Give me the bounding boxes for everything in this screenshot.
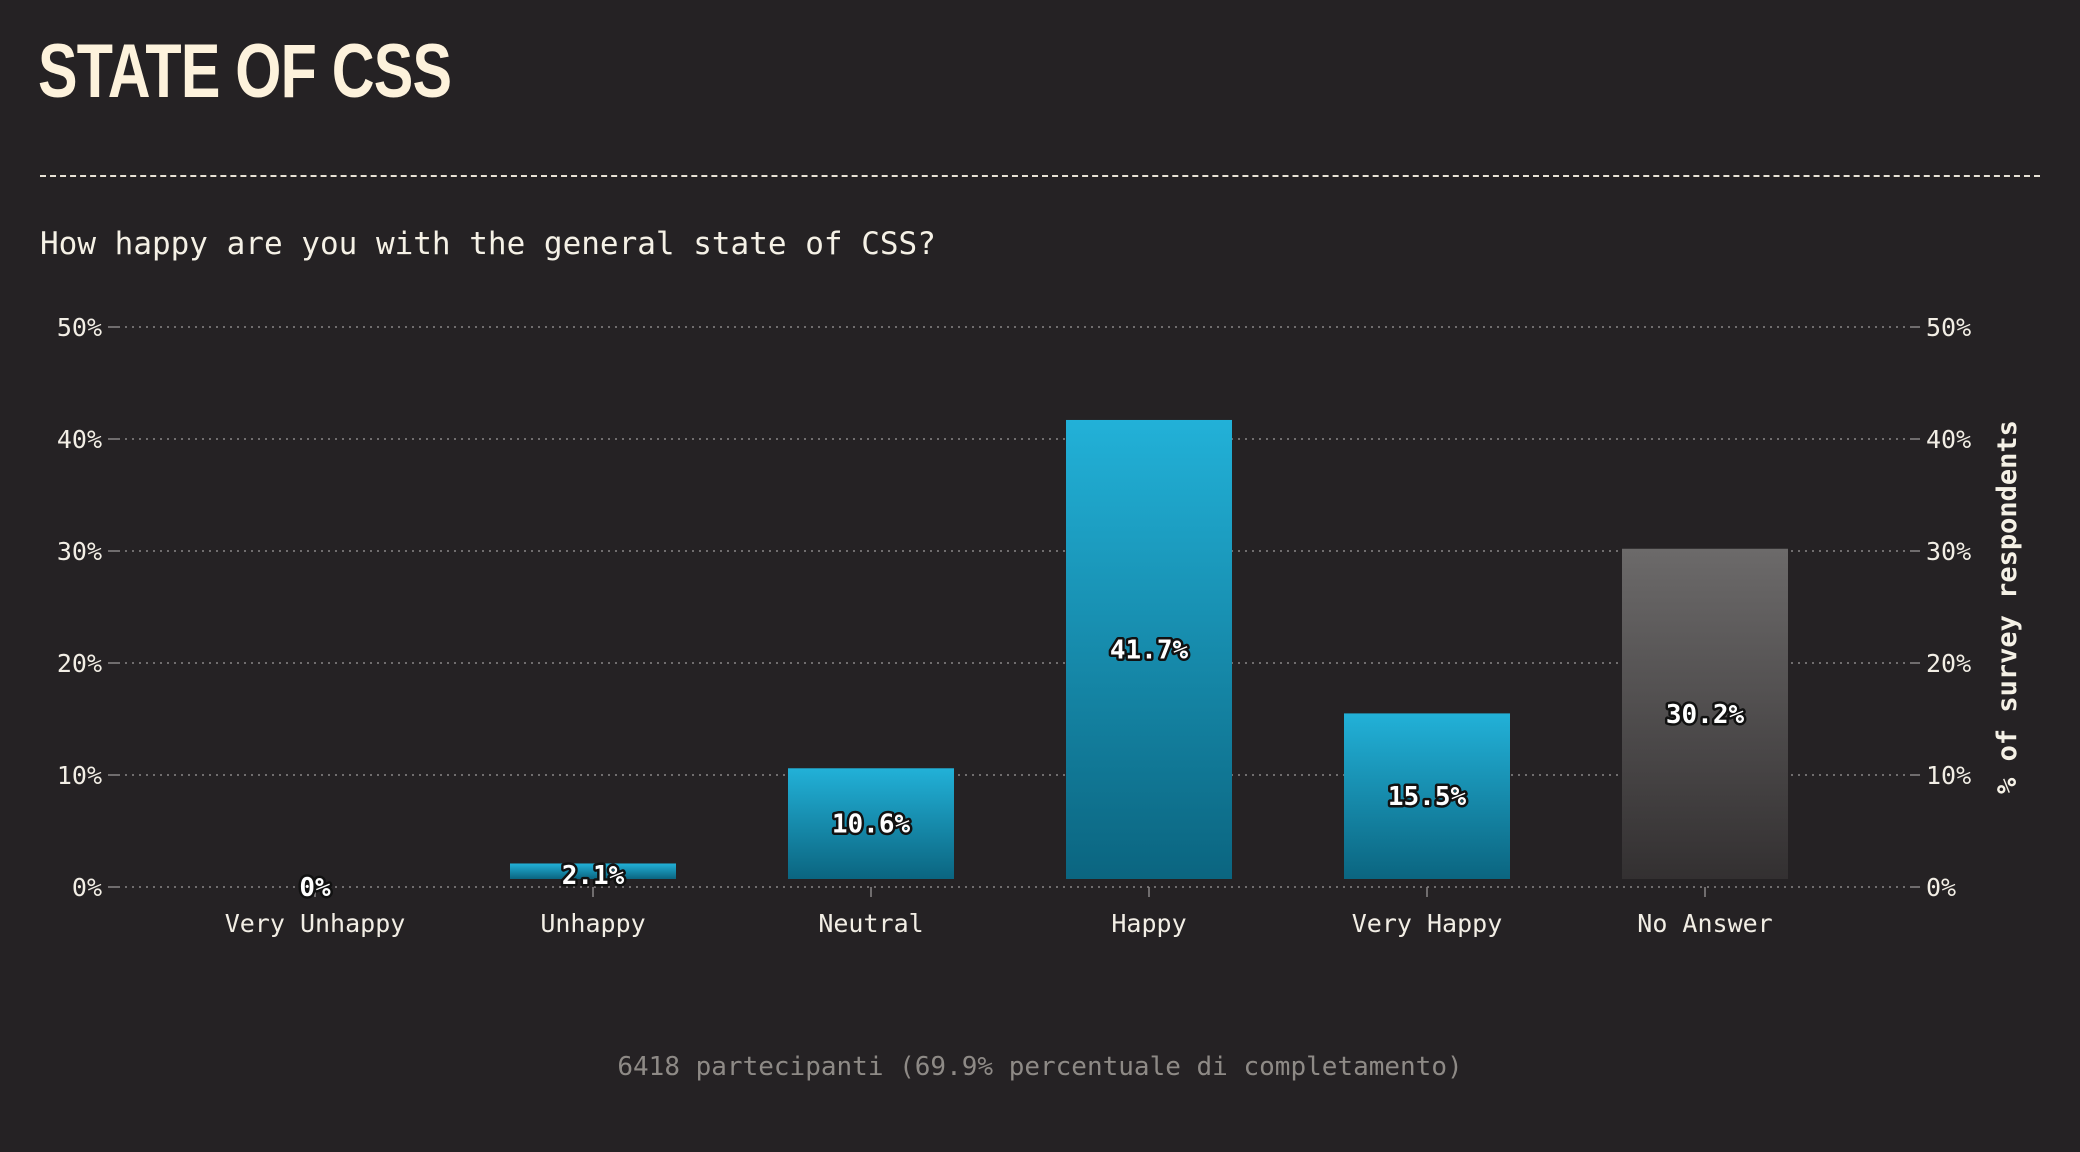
y-tick-label-left: 40% — [57, 425, 102, 454]
x-tick-label: Neutral — [818, 909, 923, 938]
x-tick-label: Very Unhappy — [225, 909, 406, 938]
bar-very-happy — [1344, 713, 1510, 879]
bar-value-labels: 0% 2.1% 10.6% 41.7% 15.5% 30.2% — [297, 633, 1747, 906]
bar-no-answer — [1622, 548, 1788, 879]
y-tick-label-right: 10% — [1926, 761, 1971, 790]
page-title: STATE OF CSS — [38, 29, 452, 114]
y-tick-label-right: 30% — [1926, 537, 1971, 566]
bar-value-label: 2.1% — [562, 861, 625, 891]
bar-happy — [1066, 419, 1232, 879]
participants-footer: 6418 partecipanti (69.9% percentuale di … — [617, 1052, 1463, 1082]
y-tick-label-left: 20% — [57, 649, 102, 678]
y-tick-label-right: 40% — [1926, 425, 1971, 454]
y-tick-label-right: 20% — [1926, 649, 1971, 678]
y-tick-label-left: 0% — [72, 873, 102, 902]
y-axis-right: 0% 10% 20% 30% 40% 50% — [1910, 313, 1971, 902]
x-tick-label: Very Happy — [1352, 909, 1503, 938]
x-tick-label: Unhappy — [540, 909, 645, 938]
y-tick-label-left: 10% — [57, 761, 102, 790]
y-axis-left: 0% 10% 20% 30% 40% 50% — [57, 313, 118, 902]
bar-neutral — [788, 768, 954, 879]
chart-bars — [510, 419, 1788, 879]
y-tick-label-right: 0% — [1926, 873, 1956, 902]
bar-value-label: 15.5% — [1388, 782, 1467, 812]
bar-value-label: 30.2% — [1666, 700, 1745, 730]
title-divider — [40, 175, 2040, 177]
chart-question: How happy are you with the general state… — [40, 226, 936, 262]
y-tick-label-right: 50% — [1926, 313, 1971, 342]
y-tick-label-left: 50% — [57, 313, 102, 342]
x-tick-label: No Answer — [1637, 909, 1772, 938]
bar-value-label: 10.6% — [832, 810, 911, 840]
bar-chart: 0% 10% 20% 30% 40% 50% 0% 10% 20% 30% 40% 50% Very… — [57, 313, 2023, 938]
bar-value-label: 41.7% — [1110, 635, 1189, 665]
y-tick-label-left: 30% — [57, 537, 102, 566]
chart-gridlines — [118, 326, 1910, 888]
x-tick-label: Happy — [1111, 909, 1186, 938]
bar-unhappy — [510, 863, 676, 879]
x-axis: Very Unhappy Unhappy Neutral Happy Very Happ… — [225, 887, 1773, 938]
bar-value-label: 0% — [299, 873, 331, 903]
y-axis-title: % of survey respondents — [1992, 420, 2023, 794]
